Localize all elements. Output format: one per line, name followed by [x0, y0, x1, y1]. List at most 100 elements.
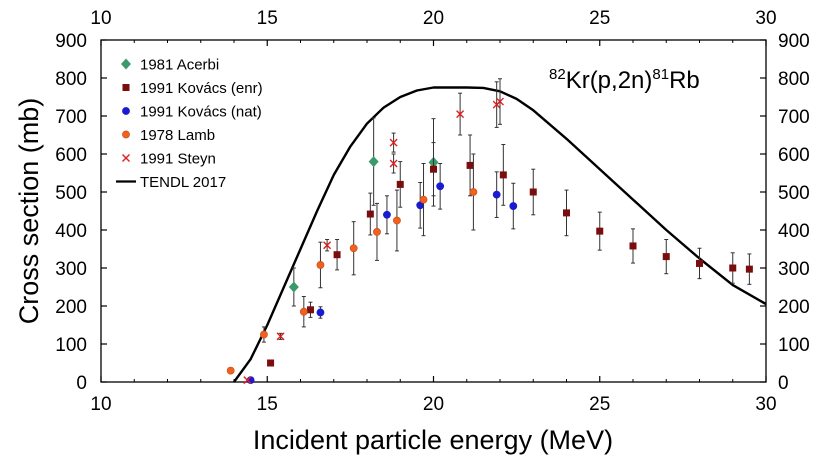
x-tick-label-top: 25: [589, 8, 610, 29]
legend-marker-1981-acerbi: [121, 58, 131, 70]
1991-kov-cs-enr-point: [333, 251, 341, 259]
x-tick-label-bottom: 15: [257, 394, 278, 415]
y-tick-label-left: 400: [55, 221, 87, 242]
1991-steyn-point-stroke-b: [323, 241, 332, 250]
legend-marker-1991-steyn-stroke-b: [122, 154, 130, 162]
1991-steyn-point: [389, 159, 398, 168]
1991-kov-cs-enr-point: [629, 242, 637, 250]
1978-lamb-point: [299, 307, 308, 316]
y-tick-label-left: 700: [55, 107, 87, 128]
1991-steyn-point-stroke-b: [496, 97, 504, 106]
tendl-2017-line: [233, 86, 767, 383]
1991-kov-cs-enr-point: [529, 188, 537, 196]
1991-steyn-point-stroke-b: [276, 332, 285, 341]
y-tick-label-left: 100: [55, 335, 87, 356]
1978-lamb-point: [373, 227, 381, 236]
y-tick-label-right: 800: [778, 69, 810, 90]
1978-lamb-point: [316, 261, 325, 269]
x-tick-label-bottom: 30: [755, 394, 776, 415]
1991-kov-cs-enr-point: [696, 259, 703, 267]
legend-marker-1991-kov-cs-nat: [122, 107, 130, 115]
1991-steyn-point-stroke-b: [389, 159, 398, 168]
y-tick-label-right: 0: [778, 373, 789, 394]
1991-kov-cs-enr-point: [596, 227, 604, 235]
1991-steyn-point: [323, 241, 332, 250]
reaction-mid-superscript: 81: [652, 66, 669, 83]
legend-label-1991-kov-cs-enr: 1991 Kovács (enr): [140, 80, 263, 97]
1978-lamb-point: [349, 244, 358, 253]
1981-acerbi-point: [288, 281, 299, 293]
legend-marker-1978-lamb: [122, 130, 130, 139]
reaction-main-part2: Rb: [669, 67, 700, 94]
1991-kov-cs-enr-point: [729, 264, 737, 272]
1991-kov-cs-enr-point: [396, 180, 404, 188]
1991-kov-cs-enr-point: [662, 253, 670, 261]
y-tick-label-left: 200: [55, 297, 87, 318]
1991-kov-cs-enr-point: [499, 171, 507, 179]
x-tick-label-top: 10: [90, 8, 111, 29]
x-tick-label-top: 30: [755, 8, 776, 29]
x-tick-label-top: 15: [257, 8, 278, 29]
1991-kov-cs-nat-point: [509, 202, 518, 210]
1991-steyn-point-stroke-b: [243, 376, 252, 385]
y-tick-label-right: 400: [778, 221, 810, 242]
y-tick-label-left: 900: [55, 31, 87, 52]
y-tick-label-left: 800: [55, 69, 87, 90]
1978-lamb-point: [393, 216, 401, 225]
legend-marker-1991-kov-cs-enr: [122, 84, 130, 91]
1978-lamb-point: [226, 366, 235, 375]
1991-steyn-point-stroke-b: [389, 138, 398, 147]
1991-kov-cs-enr-point: [563, 209, 570, 217]
legend-label-1991-kov-cs-nat: 1991 Kovács (nat): [140, 104, 262, 121]
1981-acerbi-point: [368, 156, 379, 168]
1991-kov-cs-enr-point: [466, 161, 474, 169]
1991-steyn-point: [496, 97, 504, 106]
x-tick-label-bottom: 10: [90, 394, 111, 415]
1991-kov-cs-enr-point: [306, 306, 314, 314]
y-tick-label-right: 900: [778, 31, 810, 52]
1991-steyn-point: [456, 110, 465, 119]
1978-lamb-point: [419, 195, 428, 204]
1991-kov-cs-enr-point: [267, 359, 275, 367]
y-tick-label-right: 100: [778, 335, 810, 356]
1991-steyn-point-stroke-b: [456, 110, 465, 119]
tendl-curve-group: [233, 86, 767, 383]
data-marks: [226, 78, 753, 385]
y-tick-label-right: 300: [778, 259, 810, 280]
legend-marker-1991-steyn: [122, 154, 130, 162]
1991-kov-cs-enr-point: [366, 210, 374, 218]
x-tick-label-bottom: 20: [423, 394, 444, 415]
1978-lamb-point: [260, 330, 268, 339]
1991-kov-cs-nat-point: [436, 182, 445, 191]
y-tick-label-left: 500: [55, 183, 87, 204]
x-tick-label-top: 20: [423, 8, 444, 29]
x-tick-label-bottom: 25: [589, 394, 610, 415]
1991-kov-cs-nat-point: [492, 190, 501, 199]
reaction-label: 82Kr(p,2n)81Rb: [549, 66, 700, 94]
y-tick-label-left: 0: [76, 373, 87, 394]
y-tick-label-right: 500: [778, 183, 810, 204]
reaction-pre-superscript: 82: [549, 66, 566, 83]
legend-label-1978-lamb: 1978 Lamb: [140, 127, 215, 144]
1991-kov-cs-enr-point: [745, 265, 753, 273]
y-tick-label-left: 300: [55, 259, 87, 280]
legend: 1981 Acerbi 1991 Kovács (enr) 1991 Kovács …: [116, 57, 263, 191]
y-axis-title: Cross section (mb): [14, 98, 44, 325]
y-tick-label-right: 600: [778, 145, 810, 166]
legend-label-1981-acerbi: 1981 Acerbi: [140, 57, 219, 74]
1991-kov-cs-nat-point: [383, 210, 391, 219]
y-tick-label-right: 200: [778, 297, 810, 318]
1991-steyn-point: [276, 332, 285, 341]
y-tick-label-left: 600: [55, 145, 87, 166]
legend-label-1991-steyn: 1991 Steyn: [140, 151, 216, 168]
1991-kov-cs-nat-point: [316, 308, 325, 317]
1991-steyn-point: [389, 138, 398, 147]
1991-kov-cs-enr-point: [430, 165, 437, 173]
x-axis-title: Incident particle energy (MeV): [253, 425, 613, 455]
1978-lamb-point: [469, 188, 478, 196]
reaction-main-part1: Kr(p,2n): [566, 67, 653, 94]
1991-steyn-point: [243, 376, 252, 385]
legend-label-tendl-2017: TENDL 2017: [140, 174, 226, 191]
